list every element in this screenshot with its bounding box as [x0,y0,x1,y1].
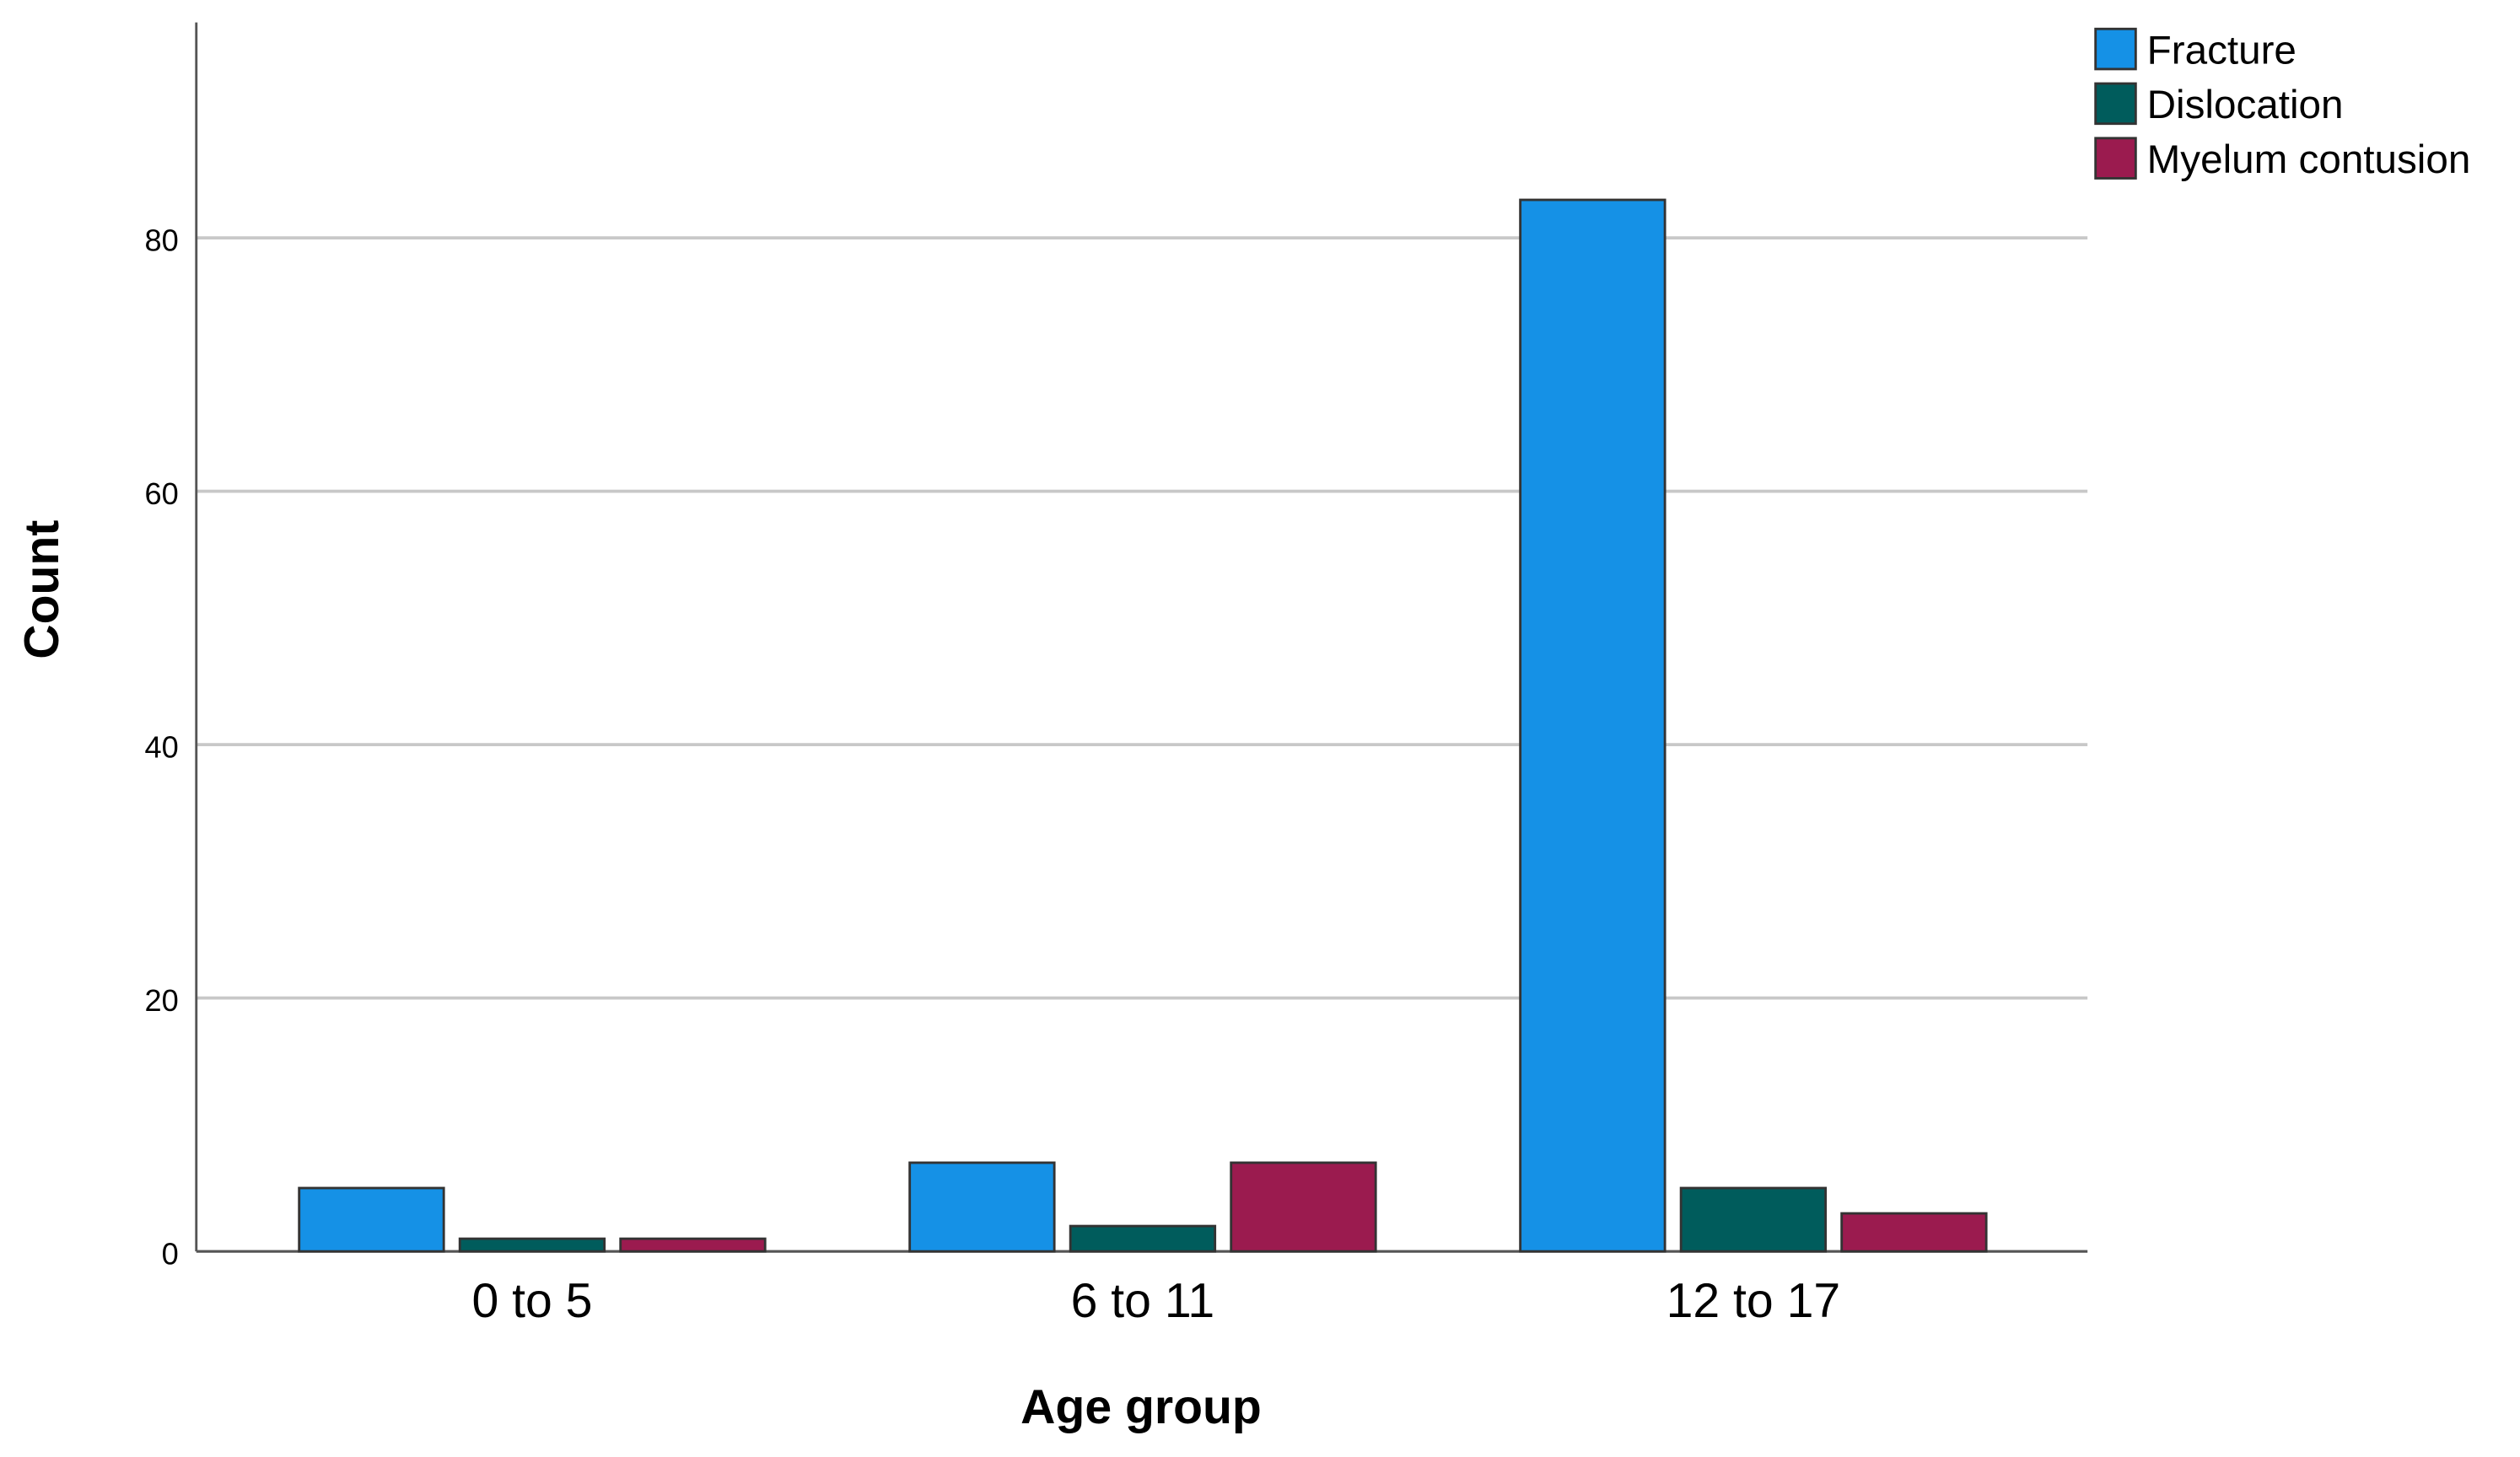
legend-swatch [2094,27,2137,71]
bar [1840,1212,1988,1253]
x-axis-title: Age group [1020,1380,1262,1434]
bar [298,1186,445,1253]
y-tick-label: 40 [145,729,179,764]
y-axis-title: Count [15,520,69,659]
y-tick-label: 20 [145,983,179,1018]
x-tick-label: 0 to 5 [471,1274,592,1328]
y-tick-label: 60 [145,476,179,511]
bar [908,1161,1056,1253]
legend-swatch [2094,82,2137,126]
x-tick-label: 6 to 11 [1071,1274,1215,1328]
legend-label: Fracture [2147,28,2297,73]
y-tick-label: 0 [162,1236,179,1271]
bar [1069,1224,1217,1253]
bar [458,1237,606,1253]
y-tick-label: 80 [145,223,179,257]
bar [1679,1186,1828,1253]
bar [619,1237,767,1253]
legend-swatch [2094,137,2137,180]
bar [1519,198,1667,1253]
bar [1230,1161,1377,1253]
legend-label: Myelum contusion [2147,137,2471,182]
x-tick-label: 12 to 17 [1667,1274,1841,1328]
legend-label: Dislocation [2147,83,2344,127]
